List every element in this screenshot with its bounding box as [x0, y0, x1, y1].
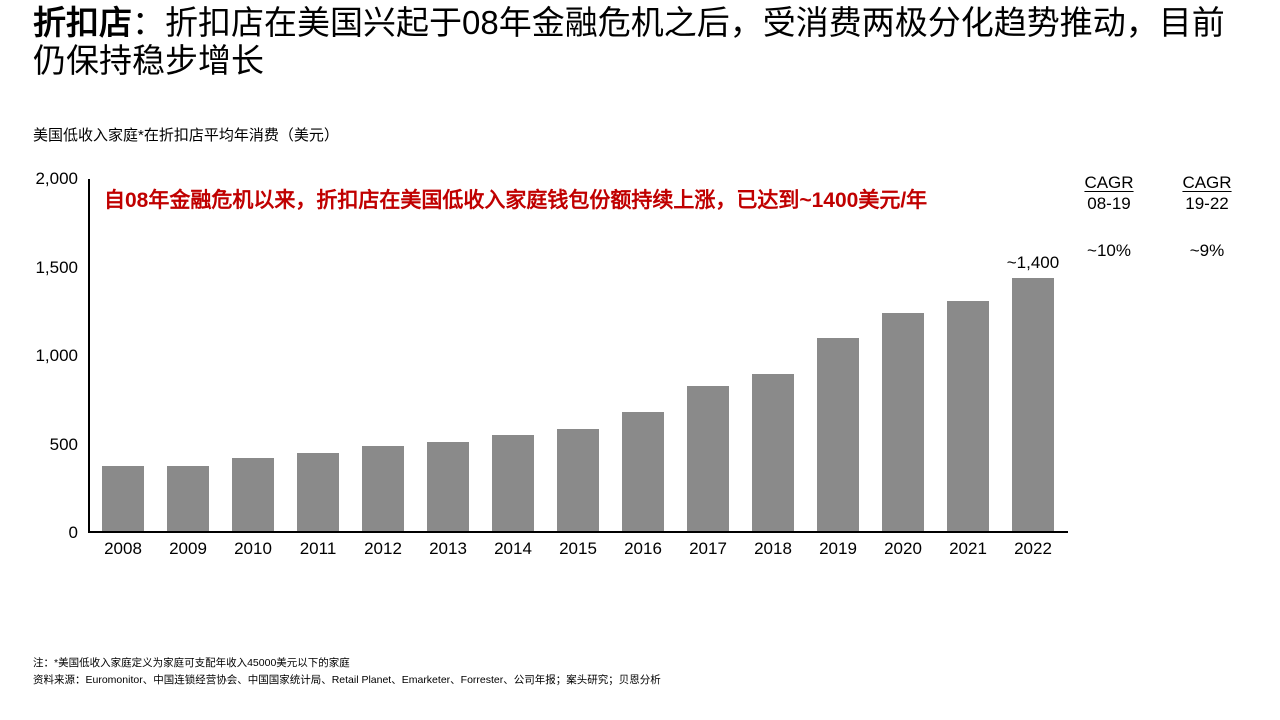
cagr-period: 19-22: [1185, 194, 1229, 213]
bar-2021: [947, 301, 989, 531]
x-tick-label-2012: 2012: [364, 539, 402, 558]
bar-2008: [102, 466, 144, 531]
bar-chart: 0 500 1,000 1,500 2,000 2008 2009 2010 2011 2012 2…: [35, 169, 1068, 558]
x-tick-label-2010: 2010: [234, 539, 272, 558]
footnote-source: 资料来源：Euromonitor、中国连锁经营协会、中国国家统计局、Retail…: [33, 674, 661, 686]
bar-2012: [362, 446, 404, 531]
y-tick-label-1,000: 1,000: [35, 346, 78, 365]
x-tick-label-2014: 2014: [494, 539, 532, 558]
cagr-column-19-22: CAGR 19-22 ~9%: [1161, 172, 1253, 261]
bar-2019: [817, 338, 859, 531]
cagr-header: CAGR: [1084, 173, 1134, 192]
page-title: 折扣店：折扣店在美国兴起于08年金融危机之后，受消费两极分化趋势推动，目前仍保持…: [33, 4, 1253, 80]
y-tick-label-2,000: 2,000: [35, 169, 78, 188]
x-tick-label-2019: 2019: [819, 539, 857, 558]
cagr-header: CAGR: [1182, 173, 1232, 192]
bar-2020: [882, 313, 924, 531]
bar-value-label: ~1,400: [1006, 253, 1060, 272]
x-tick-label-2021: 2021: [949, 539, 987, 558]
x-tick-label-2011: 2011: [299, 539, 337, 558]
x-tick-label-2020: 2020: [884, 539, 922, 558]
x-tick-label-2018: 2018: [754, 539, 792, 558]
bar-2010: [232, 458, 274, 531]
x-tick-label-2022: 2022: [1014, 539, 1052, 558]
bar-2013: [427, 442, 469, 531]
x-tick-label-2008: 2008: [104, 539, 142, 558]
footnote-note: 注：*美国低收入家庭定义为家庭可支配年收入45000美元以下的家庭: [33, 657, 350, 669]
title-rest: ：折扣店在美国兴起于08年金融危机之后，受消费两极分化趋势推动，目前仍保持稳步增…: [33, 4, 1225, 79]
footnotes: 注：*美国低收入家庭定义为家庭可支配年收入45000美元以下的家庭 资料来源：E…: [33, 655, 661, 689]
x-tick-label-2013: 2013: [429, 539, 467, 558]
bar-2018: [752, 374, 794, 531]
title-emphasis: 折扣店: [33, 4, 132, 41]
cagr-value: ~9%: [1189, 241, 1225, 260]
x-tick-label-2016: 2016: [624, 539, 662, 558]
x-tick-label-2017: 2017: [689, 539, 727, 558]
bar-2014: [492, 435, 534, 531]
x-tick-label-2015: 2015: [559, 539, 597, 558]
bar-2015: [557, 429, 599, 531]
cagr-value: ~10%: [1087, 241, 1131, 260]
bar-2016: [622, 412, 664, 531]
y-tick-label-500: 500: [49, 434, 78, 454]
y-tick-label-0: 0: [68, 523, 78, 542]
cagr-period: 08-19: [1087, 194, 1131, 213]
bar-2011: [297, 453, 339, 531]
bar-2017: [687, 386, 729, 531]
cagr-column-08-19: CAGR 08-19 ~10%: [1063, 172, 1155, 261]
chart-annotation: 自08年金融危机以来，折扣店在美国低收入家庭钱包份额持续上涨，已达到~1400美…: [104, 189, 928, 212]
bar-2009: [167, 466, 209, 531]
x-tick-label-2009: 2009: [169, 539, 207, 558]
bar-2022: [1012, 278, 1054, 531]
y-tick-label-1,500: 1,500: [35, 257, 78, 277]
chart-subtitle: 美国低收入家庭*在折扣店平均年消费（美元）: [33, 127, 339, 144]
cagr-table: CAGR 08-19 ~10% CAGR 19-22 ~9%: [1063, 172, 1253, 261]
